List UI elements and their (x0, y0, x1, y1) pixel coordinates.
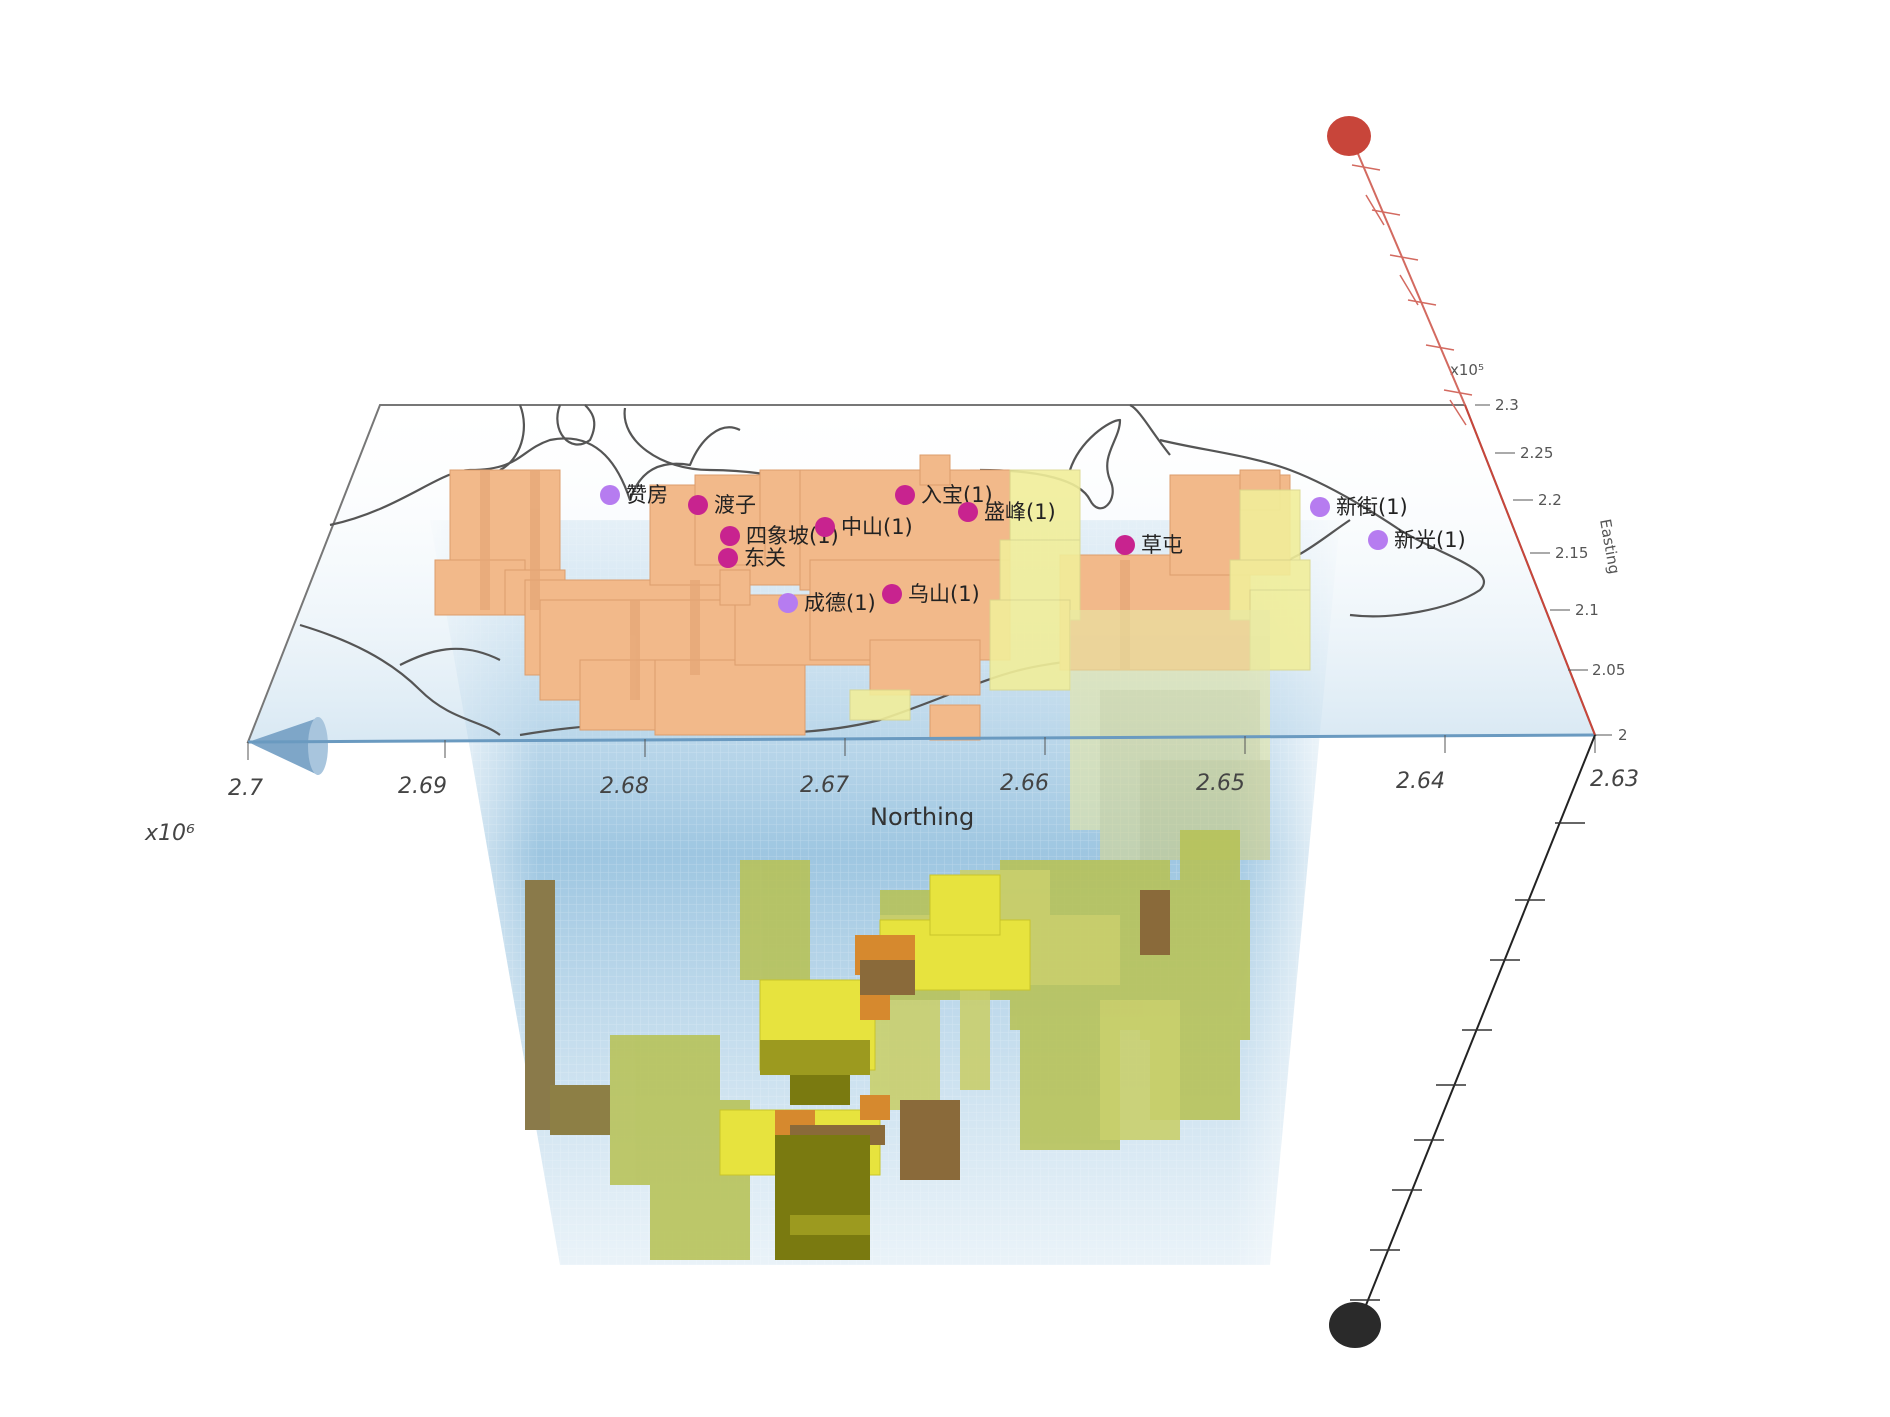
station-label: 新街(1) (1336, 495, 1408, 519)
easting-axis-label: Easting (1596, 518, 1623, 576)
station-label: 成德(1) (804, 591, 876, 615)
northing-tick-label: 2.67 (800, 773, 849, 798)
northing-tick-label: 2.65 (1196, 771, 1245, 796)
northing-tick-label: 2.63 (1590, 767, 1639, 792)
station-label: 乌山(1) (908, 582, 980, 606)
pale-yellow-voxels (849, 469, 1311, 721)
station-marker-icon (718, 548, 738, 568)
red-pole-head-icon (1327, 116, 1371, 156)
northing-tick-label: 2.66 (1000, 771, 1049, 796)
easting-tick-label: 2.2 (1538, 491, 1562, 509)
northing-axis-label: Northing (870, 803, 974, 831)
easting-exponent: x10⁵ (1450, 361, 1484, 379)
station-marker-icon (1310, 497, 1330, 517)
easting-tick-label: 2.3 (1495, 396, 1519, 414)
station-marker-icon (958, 502, 978, 522)
axis-cone-icon (248, 717, 328, 775)
station-label: 中山(1) (841, 515, 913, 539)
station-marker-icon (895, 485, 915, 505)
easting-tick-label: 2 (1618, 726, 1628, 744)
easting-axis: 2.3 2.25 2.2 2.15 2.1 2.05 2 x10⁵ Eastin… (1450, 361, 1628, 744)
northing-tick-label: 2.7 (228, 776, 263, 801)
northing-ticks: 2.7 2.69 2.68 2.67 2.66 2.65 2.64 2.63 x… (144, 735, 1639, 846)
station-marker-icon (1368, 530, 1388, 550)
station-markers: 赞房 渡子 入宝(1) 盛峰(1) 四象坡(1) 中山(1) 东关 草屯 成德(… (600, 483, 1466, 615)
station-label: 东关 (744, 546, 786, 570)
translucent-pillar (1070, 610, 1270, 860)
easting-tick-label: 2.25 (1520, 444, 1553, 462)
station-label: 盛峰(1) (984, 500, 1056, 524)
station-marker-icon (600, 485, 620, 505)
station-marker-icon (815, 517, 835, 537)
black-pole (1329, 734, 1596, 1348)
easting-tick-label: 2.05 (1592, 661, 1625, 679)
station-marker-icon (882, 584, 902, 604)
black-pole-head-icon (1329, 1302, 1381, 1348)
northing-axis-line (247, 733, 1596, 744)
station-label: 渡子 (714, 493, 756, 517)
easting-tick-label: 2.15 (1555, 544, 1588, 562)
station-label: 入宝(1) (921, 483, 993, 507)
surface-voxels (434, 454, 1291, 741)
easting-tick-label: 2.1 (1575, 601, 1599, 619)
northing-tick-label: 2.64 (1396, 769, 1445, 794)
northing-exponent: x10⁶ (144, 821, 195, 846)
station-marker-icon (1115, 535, 1135, 555)
station-marker-icon (720, 526, 740, 546)
station-marker-icon (688, 495, 708, 515)
station-label: 草屯 (1141, 533, 1183, 557)
deep-voxels (525, 830, 1250, 1260)
station-label: 新光(1) (1394, 528, 1466, 552)
red-pole (1327, 116, 1473, 426)
station-label: 赞房 (626, 483, 668, 507)
northing-tick-label: 2.68 (600, 774, 649, 799)
northing-tick-label: 2.69 (398, 774, 447, 799)
station-marker-icon (778, 593, 798, 613)
